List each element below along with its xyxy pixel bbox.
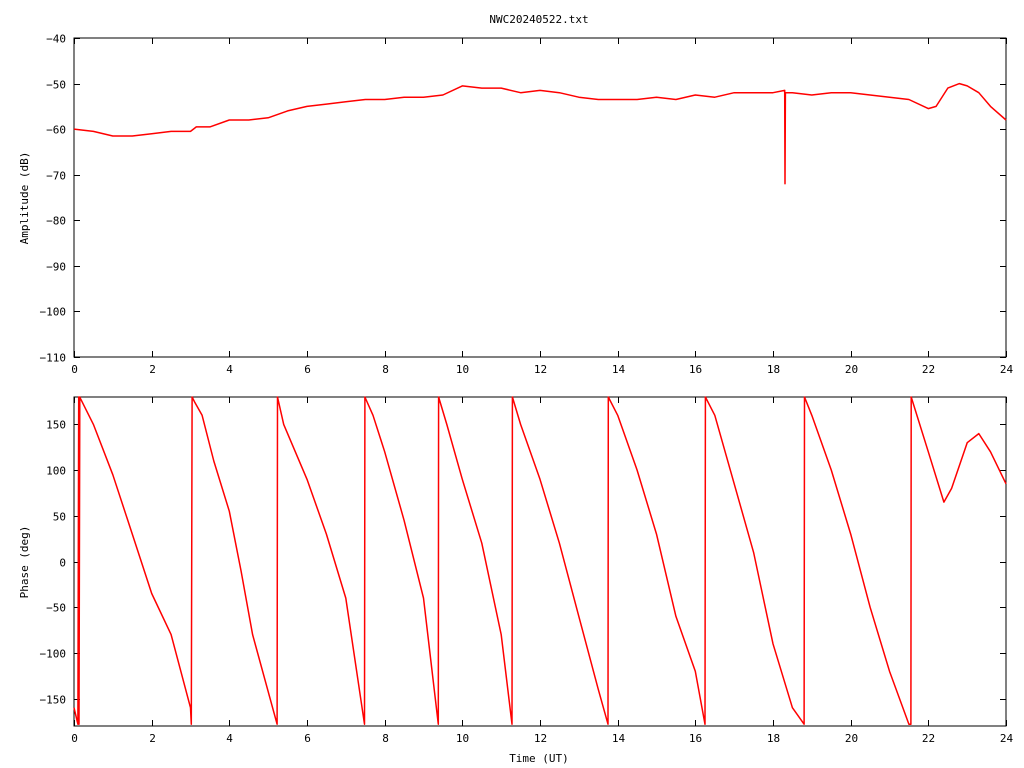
phase-ylabel: Phase (deg) <box>18 526 31 599</box>
amplitude-ytick-label: −110 <box>40 352 67 365</box>
phase-xlabel: Time (UT) <box>509 752 569 765</box>
chart-title: NWC20240522.txt <box>489 13 588 26</box>
phase-xtick-label: 18 <box>767 732 780 745</box>
phase-ytick-label: 150 <box>46 419 66 432</box>
phase-xtick-label: 6 <box>304 732 311 745</box>
phase-xtick-label: 20 <box>845 732 858 745</box>
phase-xtick-label: 8 <box>382 732 389 745</box>
amplitude-ytick-label: −50 <box>46 79 66 92</box>
phase-ytick-label: −50 <box>46 602 66 615</box>
phase-xtick-label: 22 <box>922 732 935 745</box>
amplitude-xtick-label: 8 <box>382 363 389 376</box>
amplitude-xtick-label: 14 <box>612 363 626 376</box>
amplitude-ytick-label: −60 <box>46 124 66 137</box>
amplitude-xtick-label: 2 <box>149 363 156 376</box>
phase-ytick-label: −150 <box>40 694 67 707</box>
phase-ytick-label: 0 <box>59 557 66 570</box>
amplitude-xtick-label: 4 <box>226 363 233 376</box>
phase-xtick-label: 10 <box>456 732 469 745</box>
phase-ytick-label: 50 <box>53 511 66 524</box>
amplitude-ylabel: Amplitude (dB) <box>18 152 31 245</box>
amplitude-ytick-label: −90 <box>46 261 66 274</box>
amplitude-xtick-label: 20 <box>845 363 858 376</box>
phase-xtick-label: 2 <box>149 732 156 745</box>
amplitude-ytick-label: −40 <box>46 33 66 46</box>
amplitude-ytick-label: −100 <box>40 306 67 319</box>
amplitude-xtick-label: 18 <box>767 363 780 376</box>
phase-panel: Phase (deg) Time (UT) 0 2 4 6 8 10 12 14 16 18 20 2… <box>18 396 1014 765</box>
amplitude-xtick-label: 24 <box>1000 363 1014 376</box>
phase-xtick-label: 24 <box>1000 732 1014 745</box>
amplitude-xtick-label: 0 <box>71 363 78 376</box>
amplitude-xtick-label: 16 <box>689 363 702 376</box>
amplitude-xtick-label: 12 <box>534 363 547 376</box>
amplitude-ytick-label: −70 <box>46 170 66 183</box>
amplitude-panel: Amplitude (dB) 0 2 4 6 8 10 12 14 16 18 20 22 24−110… <box>18 33 1013 377</box>
phase-ytick-label: −100 <box>40 648 67 661</box>
phase-xtick-label: 14 <box>612 732 626 745</box>
phase-xtick-label: 16 <box>689 732 702 745</box>
phase-ytick-label: 100 <box>46 465 66 478</box>
amplitude-xtick-label: 10 <box>456 363 469 376</box>
amplitude-ytick-label: −80 <box>46 215 66 228</box>
amplitude-xtick-label: 6 <box>304 363 311 376</box>
phase-xtick-label: 4 <box>226 732 233 745</box>
phase-xtick-label: 0 <box>71 732 78 745</box>
phase-xtick-label: 12 <box>534 732 547 745</box>
phase-series-line <box>73 396 1007 725</box>
amplitude-xtick-label: 22 <box>922 363 935 376</box>
amplitude-series-line <box>73 82 1007 185</box>
